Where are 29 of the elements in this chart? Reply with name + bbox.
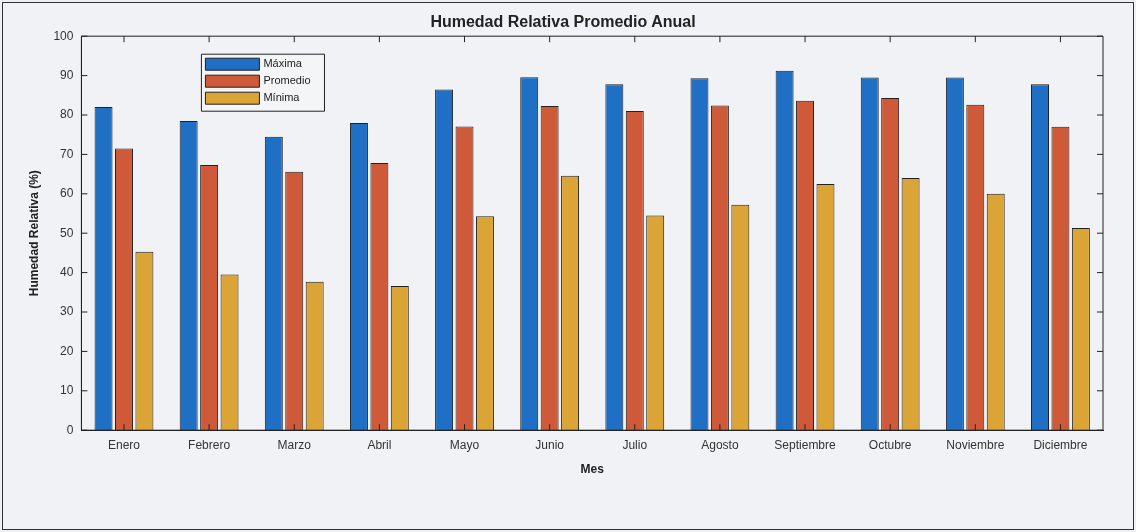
x-tick-label: Agosto [701,437,739,452]
y-tick-label: 10 [60,383,74,398]
x-tick-label: Junio [535,437,565,452]
x-axis-title: Mes [580,462,605,477]
y-tick-label: 70 [60,146,74,161]
y-tick-label: 80 [60,107,74,122]
chart-title: Humedad Relativa Promedio Anual [430,13,696,31]
y-tick-label: 20 [60,343,74,358]
legend-label: Máxima [263,57,303,70]
y-tick-label: 40 [60,264,74,279]
y-tick-label: 0 [66,422,74,437]
x-tick-label: Diciembre [1033,437,1088,452]
y-tick-label: 50 [60,225,74,240]
x-tick-label: Octubre [868,437,912,452]
y-tick-label: 30 [60,304,74,319]
x-tick-label: Abril [367,437,392,452]
x-tick-label: Enero [107,437,141,452]
y-tick-label: 90 [60,67,74,82]
y-tick-label: 60 [60,186,74,201]
x-tick-label: Marzo [277,437,312,452]
legend-label: Mínima [263,91,301,104]
x-tick-label: Noviembre [946,437,1005,452]
x-tick-label: Febrero [188,437,231,452]
y-axis-title: Humedad Relativa (%) [26,170,41,297]
x-tick-label: Julio [622,437,648,452]
x-tick-label: Mayo [449,437,480,452]
y-tick-label: 100 [53,28,74,43]
x-tick-label: Septiembre [774,437,837,452]
legend-label: Promedio [263,74,311,87]
